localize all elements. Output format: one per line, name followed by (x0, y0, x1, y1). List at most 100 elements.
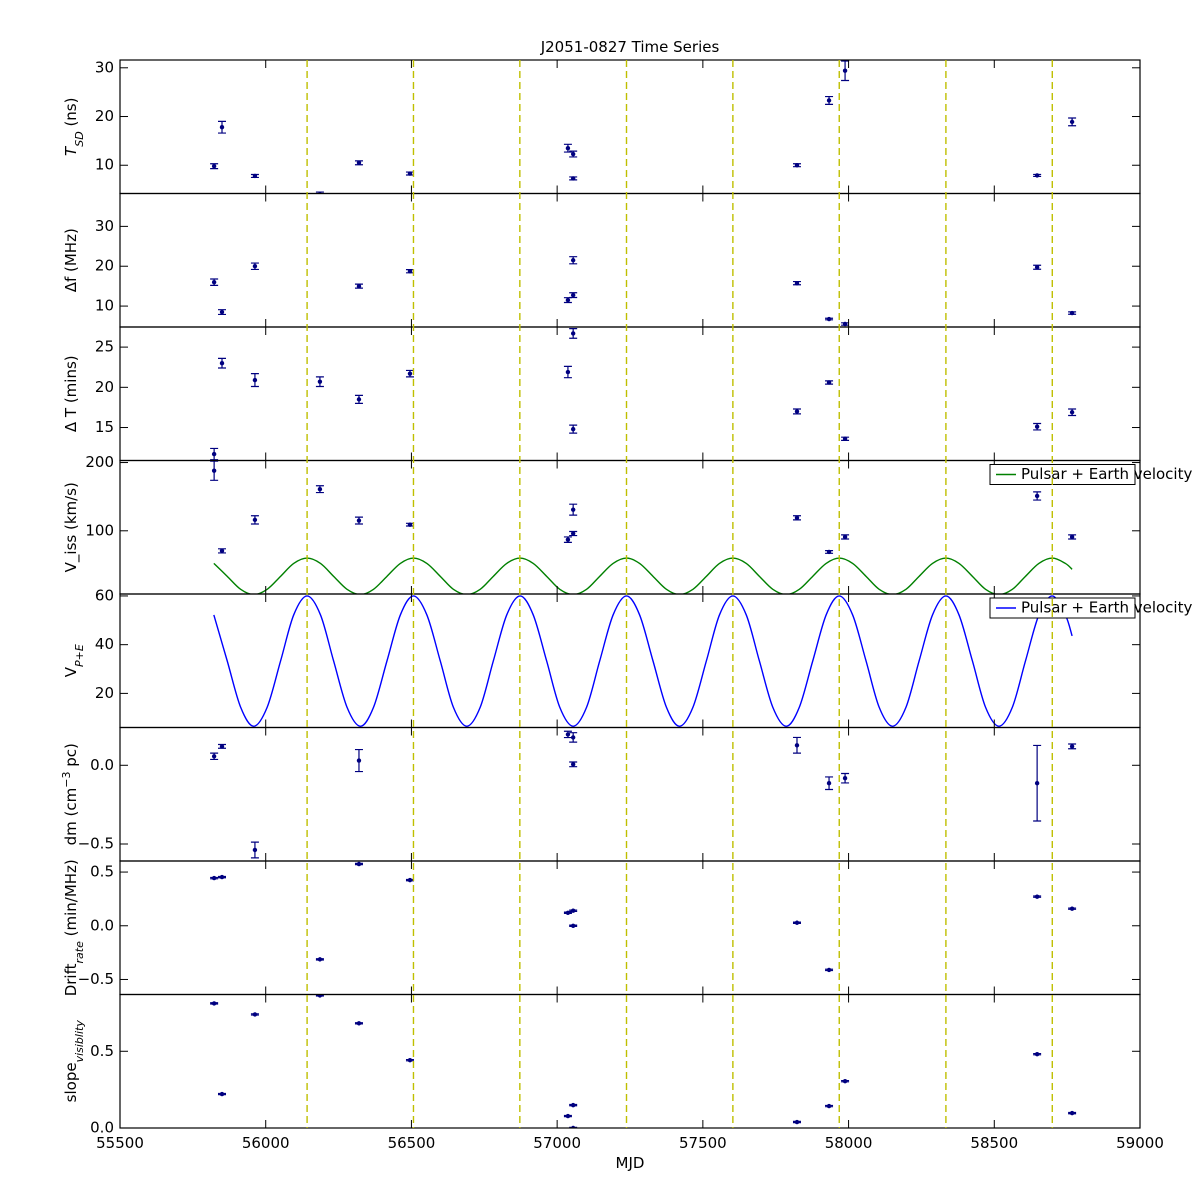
plot-area (210, 994, 1077, 1128)
plot-area (213, 595, 1073, 727)
data-point (826, 380, 832, 385)
data-point (570, 258, 576, 263)
y-axis-label: dm (cm−3 pc) (60, 743, 81, 845)
y-tick-label: 10 (95, 297, 114, 315)
y-axis-label-part: (min/MHz) (62, 859, 80, 941)
data-point (1069, 744, 1075, 749)
data-point (1034, 173, 1040, 178)
plot-area (210, 328, 1077, 461)
y-axis-label-part: Δf (MHz) (62, 228, 80, 292)
y-tick-label: 0.0 (90, 756, 114, 774)
x-tick-label: 59000 (1116, 1134, 1164, 1152)
data-point (794, 743, 800, 748)
x-tick-label: 58500 (970, 1134, 1018, 1152)
data-point (570, 507, 576, 512)
data-point (317, 486, 323, 492)
data-point (407, 269, 413, 274)
plot-area (210, 730, 1077, 859)
data-point (570, 908, 576, 913)
data-point (1034, 493, 1040, 499)
data-point (565, 369, 571, 375)
y-axis-label: slopevisiblity (62, 1020, 86, 1103)
data-point (211, 164, 217, 169)
data-point (1069, 1110, 1075, 1116)
data-point (565, 537, 571, 542)
data-point (1034, 265, 1040, 270)
data-point (211, 875, 217, 881)
data-point (252, 847, 258, 853)
legend-label: Pulsar + Earth velocity (1021, 599, 1192, 617)
data-point (570, 1102, 576, 1108)
data-point (794, 920, 800, 925)
y-tick-label: 20 (95, 257, 114, 275)
y-tick-label: −0.5 (78, 834, 114, 852)
y-tick-label: 15 (95, 418, 114, 436)
data-point (570, 923, 576, 928)
data-point (356, 758, 362, 763)
x-axis-label: MJD (616, 1154, 645, 1172)
data-point (1069, 410, 1075, 415)
y-axis-label-part: Drift (62, 963, 80, 996)
data-point (1034, 781, 1040, 786)
data-point (252, 1012, 258, 1017)
data-point (794, 409, 800, 414)
data-point (356, 283, 362, 289)
x-tick-label: 57500 (679, 1134, 727, 1152)
x-tick-label: 58000 (825, 1134, 873, 1152)
y-tick-label: 40 (95, 635, 114, 653)
y-axis-label-part: T (62, 145, 80, 156)
data-point (356, 518, 362, 523)
y-axis-label-part: rate (73, 941, 86, 964)
data-point (219, 744, 225, 749)
y-axis-label-part: V (62, 666, 80, 677)
data-point (570, 426, 576, 432)
y-tick-label: 10 (95, 156, 114, 174)
data-point (252, 173, 258, 179)
plot-area (210, 460, 1077, 594)
data-point (565, 910, 571, 915)
data-point (211, 1001, 217, 1006)
data-point (826, 781, 832, 786)
data-point (317, 379, 323, 384)
y-axis-label: VP+E (62, 644, 86, 677)
plot-area (210, 256, 1077, 327)
y-axis-label-part: pc) (62, 743, 80, 771)
plot-area (210, 861, 1077, 973)
data-point (211, 451, 217, 457)
data-point (826, 98, 832, 103)
y-axis-label-part: SD (73, 131, 86, 146)
legend-box (989, 464, 1136, 485)
y-axis-label-part: Δ T (mins) (62, 355, 80, 432)
data-point (570, 331, 576, 336)
x-tick-label: 56000 (242, 1134, 290, 1152)
data-point (842, 534, 848, 540)
data-point (1069, 310, 1075, 316)
data-point (219, 548, 225, 554)
data-point (407, 371, 413, 376)
x-tick-label: 55500 (96, 1134, 144, 1152)
data-point (1069, 906, 1075, 911)
data-point (252, 377, 258, 383)
data-point (317, 957, 323, 962)
data-point (794, 1119, 800, 1125)
y-axis-label-part: −3 (60, 772, 73, 788)
data-point (211, 754, 217, 759)
data-point (356, 861, 362, 867)
data-point (565, 297, 571, 303)
y-tick-label: 25 (95, 338, 114, 356)
data-point (570, 176, 576, 181)
data-point (794, 280, 800, 286)
y-axis-label-part: P+E (73, 644, 86, 667)
y-axis-label-part: (ns) (62, 98, 80, 132)
axes-frame (119, 993, 1141, 1129)
data-point (826, 549, 832, 555)
y-axis-label-part: dm (cm (62, 788, 80, 846)
y-axis-label: V_iss (km/s) (62, 482, 81, 572)
data-point (407, 171, 413, 176)
data-point (1069, 534, 1075, 540)
data-point (842, 321, 848, 327)
